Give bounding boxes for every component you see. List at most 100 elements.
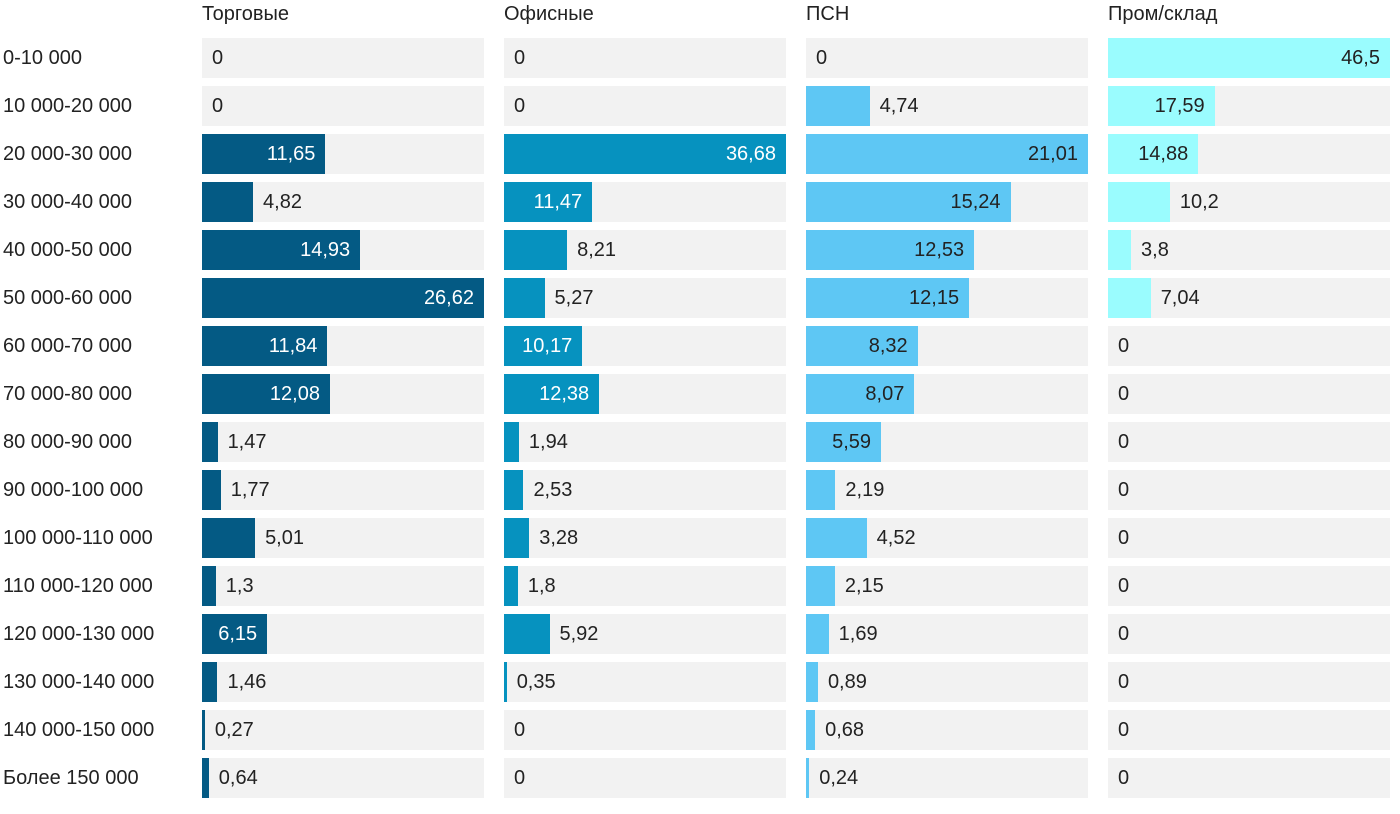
bar [806,422,882,462]
bar-track: 0 [202,38,484,78]
series-header: ПСН [806,3,850,25]
bar-track: 10,17 [504,326,786,366]
bar [202,182,254,222]
bar-track: 2,53 [504,470,786,510]
value-label: 11,84 [268,335,318,357]
category-label: 80 000-90 000 [3,431,133,453]
bar-track: 11,47 [504,182,786,222]
bar-track: 0 [1108,662,1390,702]
bar [806,758,810,798]
bar [202,230,361,270]
bar [806,374,915,414]
value-label: 3,8 [1141,239,1169,261]
bar [1108,278,1151,318]
bar-track: 1,46 [202,662,484,702]
value-label: 12,08 [269,383,320,405]
bar [202,758,209,798]
series-header: Пром/склад [1108,3,1218,25]
category-label: 110 000-120 000 [3,575,153,597]
bar-track: 0 [504,38,786,78]
value-label: 8,32 [868,335,908,357]
bar-track: 21,01 [806,134,1088,174]
value-label: 14,88 [1138,143,1189,165]
value-label: 7,04 [1160,287,1200,309]
bar-track: 5,92 [504,614,786,654]
bar [504,422,519,462]
bar-track: 5,59 [806,422,1088,462]
bar-track: 0,64 [202,758,484,798]
bar [806,326,918,366]
value-label: 1,69 [838,623,878,645]
bar [504,374,600,414]
value-label: 1,77 [230,479,270,501]
bar [1108,38,1390,78]
bar [202,662,218,702]
bar-track: 14,93 [202,230,484,270]
bar [202,134,326,174]
bar [202,614,268,654]
bar [806,566,835,606]
category-label: 140 000-150 000 [3,719,155,741]
value-label: 5,59 [832,431,872,453]
value-label: 1,94 [528,431,568,453]
bar [504,662,507,702]
bar-track: 10,2 [1108,182,1390,222]
value-label: 3,28 [539,527,579,549]
bar-track: 11,65 [202,134,484,174]
bar [806,614,829,654]
category-label: 50 000-60 000 [3,287,133,309]
bar-track: 14,88 [1108,134,1390,174]
value-label: 6,15 [218,623,258,645]
value-label: 0 [514,95,526,117]
category-label: 130 000-140 000 [3,671,155,693]
bar [202,710,205,750]
value-label: 2,19 [845,479,885,501]
bar [1108,182,1170,222]
bar-track: 11,84 [202,326,484,366]
bar-track: 15,24 [806,182,1088,222]
value-label: 0 [1118,575,1130,597]
category-label: 40 000-50 000 [3,239,133,261]
bar [504,182,593,222]
value-label: 0 [1118,383,1130,405]
bar [806,470,836,510]
value-label: 1,3 [225,575,254,597]
value-label: 26,62 [423,287,474,309]
bar-track: 4,82 [202,182,484,222]
value-label: 1,47 [227,431,267,453]
value-label: 2,15 [844,575,884,597]
bar [504,470,524,510]
bar-track: 46,5 [1108,38,1390,78]
bar-track: 8,32 [806,326,1088,366]
value-label: 5,92 [559,623,599,645]
bar [1108,230,1132,270]
value-label: 0 [514,47,526,69]
value-label: 1,46 [227,671,267,693]
bar-track: 8,07 [806,374,1088,414]
category-label: 60 000-70 000 [3,335,133,357]
bar-track: 3,28 [504,518,786,558]
value-label: 0,24 [819,767,859,789]
bar-track: 4,74 [806,86,1088,126]
bar-track: 3,8 [1108,230,1390,270]
value-label: 15,24 [950,191,1001,213]
value-label: 0 [1118,719,1130,741]
value-label: 0 [212,47,224,69]
bar-track: 0 [1108,422,1390,462]
bar-track: 5,27 [504,278,786,318]
value-label: 11,47 [533,191,583,213]
bar [806,134,1088,174]
bar-track: 17,59 [1108,86,1390,126]
bar-track: 1,3 [202,566,484,606]
value-label: 0 [1118,335,1130,357]
value-label: 0 [816,47,828,69]
bar-track: 0 [1108,518,1390,558]
value-label: 5,27 [554,287,594,309]
bar-track: 36,68 [504,134,786,174]
value-label: 0,27 [214,719,254,741]
bar-track: 0,27 [202,710,484,750]
value-label: 2,53 [533,479,573,501]
category-label: 10 000-20 000 [3,95,133,117]
bar [806,86,870,126]
bar-track: 0 [504,758,786,798]
